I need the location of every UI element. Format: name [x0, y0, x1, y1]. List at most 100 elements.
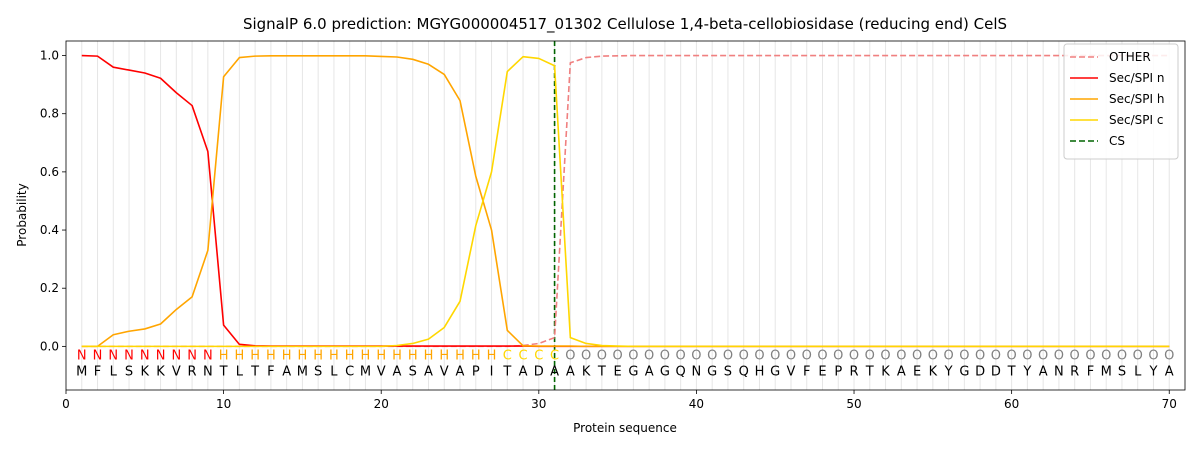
x-tick-label: 40	[689, 397, 704, 411]
residue-label: Y	[944, 364, 953, 379]
series-line-sec-spi-c	[81, 55, 1170, 348]
region-label: O	[644, 348, 654, 363]
residue-label: S	[314, 364, 322, 379]
region-label: O	[786, 348, 796, 363]
region-label: C	[550, 348, 559, 363]
region-label: H	[250, 348, 260, 363]
region-label: C	[519, 348, 528, 363]
residue-label: G	[959, 364, 969, 379]
region-label: H	[282, 348, 292, 363]
region-label: O	[770, 348, 780, 363]
plot-frame	[65, 40, 1186, 391]
residue-label: E	[913, 364, 921, 379]
residue-label: A	[897, 364, 906, 379]
region-label: O	[691, 348, 701, 363]
residue-label: T	[1007, 364, 1016, 379]
region-label: N	[77, 348, 87, 363]
residue-label: R	[850, 364, 859, 379]
residue-label: M	[297, 364, 308, 379]
x-axis-ticks: 0 10 20 30 40 50 60 70	[62, 390, 1177, 411]
grid-lines	[81, 41, 1170, 390]
region-label: O	[1133, 348, 1143, 363]
region-label: O	[959, 348, 969, 363]
region-label: O	[676, 348, 686, 363]
residue-label: L	[236, 364, 244, 379]
residue-label: R	[188, 364, 197, 379]
y-tick-label: 0.4	[40, 223, 59, 237]
legend-entry: Sec/SPI c	[1109, 113, 1163, 127]
region-label: N	[203, 348, 213, 363]
region-label: O	[849, 348, 859, 363]
series-line-sec-spi-n	[81, 54, 1170, 348]
region-label: N	[93, 348, 103, 363]
residue-label: Y	[1022, 364, 1031, 379]
residue-label: N	[1054, 364, 1064, 379]
x-axis-label: Protein sequence	[573, 421, 677, 435]
legend: OTHER Sec/SPI n Sec/SPI h Sec/SPI c CS	[1063, 43, 1179, 160]
region-label: O	[1038, 348, 1048, 363]
residue-label: H	[755, 364, 765, 379]
region-label: O	[802, 348, 812, 363]
region-label: H	[313, 348, 323, 363]
residue-label: A	[424, 364, 433, 379]
region-label: O	[1148, 348, 1158, 363]
residue-label: G	[660, 364, 670, 379]
x-tick-label: 30	[531, 397, 546, 411]
residue-label: S	[724, 364, 732, 379]
region-label: O	[707, 348, 717, 363]
residue-label: A	[282, 364, 291, 379]
region-label: H	[455, 348, 465, 363]
residue-label: K	[929, 364, 938, 379]
residue-label: K	[881, 364, 890, 379]
region-label: H	[345, 348, 355, 363]
region-label: O	[723, 348, 733, 363]
residue-label: L	[110, 364, 118, 379]
residue-label: K	[141, 364, 150, 379]
region-label: O	[565, 348, 575, 363]
x-tick-label: 20	[374, 397, 389, 411]
series-line-sec-spi-h	[81, 55, 1170, 348]
region-label: H	[234, 348, 244, 363]
residue-label: I	[490, 364, 494, 379]
region-label: O	[1022, 348, 1032, 363]
residue-label: L	[1134, 364, 1142, 379]
residue-label: A	[519, 364, 528, 379]
region-label: O	[1007, 348, 1017, 363]
residue-label: P	[834, 364, 842, 379]
residue-label: D	[975, 364, 985, 379]
region-label: O	[1085, 348, 1095, 363]
region-label: O	[1070, 348, 1080, 363]
y-tick-label: 0.6	[40, 165, 59, 179]
residue-label: R	[1070, 364, 1079, 379]
region-label: H	[439, 348, 449, 363]
residue-label: M	[76, 364, 87, 379]
series-line-other	[81, 54, 1170, 348]
residue-label: F	[1087, 364, 1094, 379]
region-label: H	[408, 348, 418, 363]
residue-label: A	[645, 364, 654, 379]
y-tick-label: 0.8	[40, 107, 59, 121]
y-axis-ticks: 0.0 0.2 0.4 0.6 0.8 1.0	[40, 49, 66, 353]
residue-label: A	[1039, 364, 1048, 379]
region-label: O	[928, 348, 938, 363]
residue-label: K	[156, 364, 165, 379]
region-label: O	[1117, 348, 1127, 363]
residue-label: Y	[1149, 364, 1158, 379]
region-label: H	[471, 348, 481, 363]
residue-label: Q	[739, 364, 749, 379]
region-label: C	[503, 348, 512, 363]
y-tick-label: 0.0	[40, 339, 59, 353]
region-label: O	[1101, 348, 1111, 363]
region-label: O	[597, 348, 607, 363]
residue-label: V	[172, 364, 181, 379]
residue-label: K	[582, 364, 591, 379]
region-label: O	[975, 348, 985, 363]
residue-label: V	[377, 364, 386, 379]
region-label: O	[991, 348, 1001, 363]
residue-label: T	[250, 364, 259, 379]
residue-label: A	[393, 364, 402, 379]
residue-label: D	[991, 364, 1001, 379]
residue-label: N	[203, 364, 213, 379]
residue-label: A	[566, 364, 575, 379]
region-label: H	[298, 348, 308, 363]
